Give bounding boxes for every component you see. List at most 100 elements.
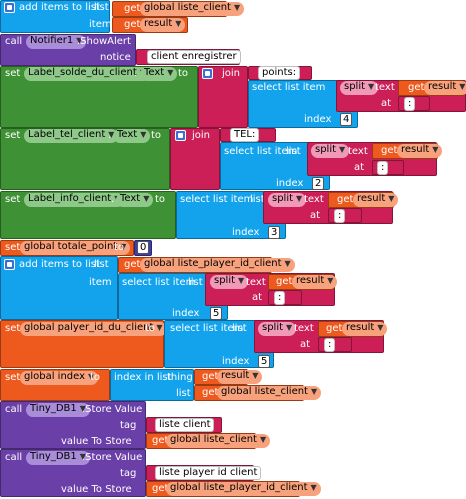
- text-field[interactable]: points:: [258, 66, 301, 80]
- number-field[interactable]: 3: [268, 226, 281, 239]
- number-field[interactable]: 2: [312, 177, 325, 190]
- number-field[interactable]: 5: [258, 355, 271, 368]
- text-field[interactable]: :: [334, 209, 346, 223]
- chevron-down-icon: ▼: [156, 323, 163, 332]
- property-dropdown[interactable]: Text ▼: [140, 67, 178, 81]
- split-dropdown[interactable]: split ▼: [258, 322, 297, 336]
- index-socket-label: index: [232, 227, 260, 238]
- get-keyword: get: [202, 371, 219, 382]
- split-dropdown[interactable]: split ▼: [311, 144, 350, 158]
- set-keyword: set: [5, 194, 21, 205]
- component-dropdown[interactable]: Tiny_DB1 ▼: [26, 403, 90, 417]
- chevron-down-icon: ▼: [76, 36, 83, 45]
- split-dropdown[interactable]: split ▼: [268, 193, 307, 207]
- call-keyword: call: [5, 452, 23, 463]
- index-socket-label: index: [304, 114, 332, 125]
- variable-dropdown[interactable]: result ▼: [140, 18, 186, 32]
- component-name: Label_info_client: [28, 193, 112, 204]
- gear-icon[interactable]: [175, 130, 186, 141]
- split-dropdown[interactable]: split ▼: [340, 81, 379, 95]
- index-socket-label: index: [172, 308, 200, 319]
- variable-dropdown[interactable]: global liste_client ▼: [217, 386, 322, 400]
- variable-dropdown[interactable]: global liste_client ▼: [140, 2, 245, 16]
- chevron-down-icon: ▼: [377, 323, 384, 332]
- at-socket-label: at: [252, 292, 263, 303]
- thing-socket-label: thing: [167, 372, 193, 383]
- get-keyword: get: [124, 19, 141, 30]
- variable-dropdown[interactable]: result ▼: [353, 193, 399, 207]
- variable-dropdown[interactable]: result ▼: [424, 81, 466, 95]
- variable-dropdown[interactable]: result ▼: [342, 322, 388, 336]
- select-list-item-label: select list item: [170, 323, 244, 334]
- text-field[interactable]: liste client: [155, 418, 215, 432]
- add-items-to-list-block[interactable]: [0, 256, 118, 320]
- method-label: .Store Value: [82, 404, 143, 415]
- text-field[interactable]: :: [377, 161, 389, 175]
- variable-dropdown[interactable]: global index ▼: [20, 371, 99, 385]
- component-dropdown[interactable]: Label_tel_client ▼: [24, 129, 119, 143]
- text-field[interactable]: :: [404, 97, 416, 111]
- chevron-down-icon: ▼: [120, 242, 127, 251]
- get-keyword: get: [408, 82, 425, 93]
- component-dropdown[interactable]: Tiny_DB1 ▼: [26, 451, 90, 465]
- variable-name: result: [221, 370, 250, 381]
- chevron-down-icon: ▼: [327, 276, 334, 285]
- number-field[interactable]: 4: [340, 113, 353, 126]
- text-field[interactable]: :: [324, 338, 336, 352]
- component-name: Tiny_DB1: [30, 403, 77, 414]
- component-dropdown[interactable]: Label_solde_du_client▼: [24, 67, 150, 81]
- chevron-down-icon: ▼: [310, 483, 317, 492]
- variable-dropdown[interactable]: global totale_point ▼: [20, 241, 131, 255]
- chevron-down-icon: ▼: [432, 145, 439, 154]
- at-socket-label: at: [310, 210, 321, 221]
- set-keyword: set: [5, 130, 21, 141]
- text-field[interactable]: client enregistrer: [147, 50, 241, 64]
- list-socket-label: list: [286, 146, 301, 157]
- property-dropdown[interactable]: Text ▼: [116, 193, 154, 207]
- text-field[interactable]: :: [274, 291, 286, 305]
- component-dropdown[interactable]: Notifier1 ▼: [26, 35, 87, 49]
- index-in-list-block[interactable]: [110, 369, 194, 401]
- text-socket-label: text: [246, 277, 266, 288]
- dot-label: .: [111, 194, 115, 205]
- add-items-to-list-block[interactable]: [0, 0, 110, 33]
- gear-icon[interactable]: [4, 2, 15, 13]
- variable-name: global index: [24, 371, 86, 382]
- text-socket-label: text: [348, 146, 368, 157]
- number-field[interactable]: 0: [137, 241, 150, 254]
- variable-dropdown[interactable]: global liste_client ▼: [166, 434, 271, 448]
- variable-dropdown[interactable]: global palyer_id_du_client ▼: [20, 322, 167, 336]
- method-label: .ShowAlert: [77, 36, 131, 47]
- gear-icon[interactable]: [202, 68, 213, 79]
- index-socket-label: index: [276, 178, 304, 189]
- list-socket-label: list: [232, 323, 247, 334]
- variable-dropdown[interactable]: global liste_player_id_client ▼: [166, 482, 321, 496]
- text-field[interactable]: liste player id client: [155, 466, 262, 480]
- variable-name: result: [296, 275, 325, 286]
- add-items-label: add items to list: [19, 259, 100, 270]
- variable-dropdown[interactable]: result ▼: [292, 275, 338, 289]
- split-dropdown[interactable]: split ▼: [210, 275, 249, 289]
- list-socket-label: list: [176, 388, 191, 399]
- item-socket-label: item: [89, 19, 112, 30]
- chevron-down-icon: ▼: [108, 130, 115, 139]
- property-dropdown[interactable]: Text ▼: [113, 129, 151, 143]
- component-dropdown[interactable]: Label_info_client▼: [24, 193, 125, 207]
- chevron-down-icon: ▼: [286, 323, 293, 332]
- number-field[interactable]: 5: [210, 307, 223, 320]
- variable-dropdown[interactable]: result ▼: [217, 370, 263, 384]
- chevron-down-icon: ▼: [252, 371, 259, 380]
- gear-icon[interactable]: [4, 259, 15, 270]
- get-keyword: get: [337, 194, 354, 205]
- variable-dropdown[interactable]: global liste_player_id_client ▼: [140, 258, 295, 272]
- join-keyword: join: [222, 68, 241, 79]
- text-field[interactable]: TEL:: [230, 128, 260, 142]
- variable-dropdown[interactable]: result ▼: [397, 144, 443, 158]
- method-label: .Store Value: [82, 452, 143, 463]
- list-socket-label: list: [94, 259, 109, 270]
- to-keyword: to: [155, 194, 166, 205]
- item-socket-label: item: [89, 277, 112, 288]
- list-socket-label: list: [94, 2, 109, 13]
- add-items-label: add items to list: [19, 2, 100, 13]
